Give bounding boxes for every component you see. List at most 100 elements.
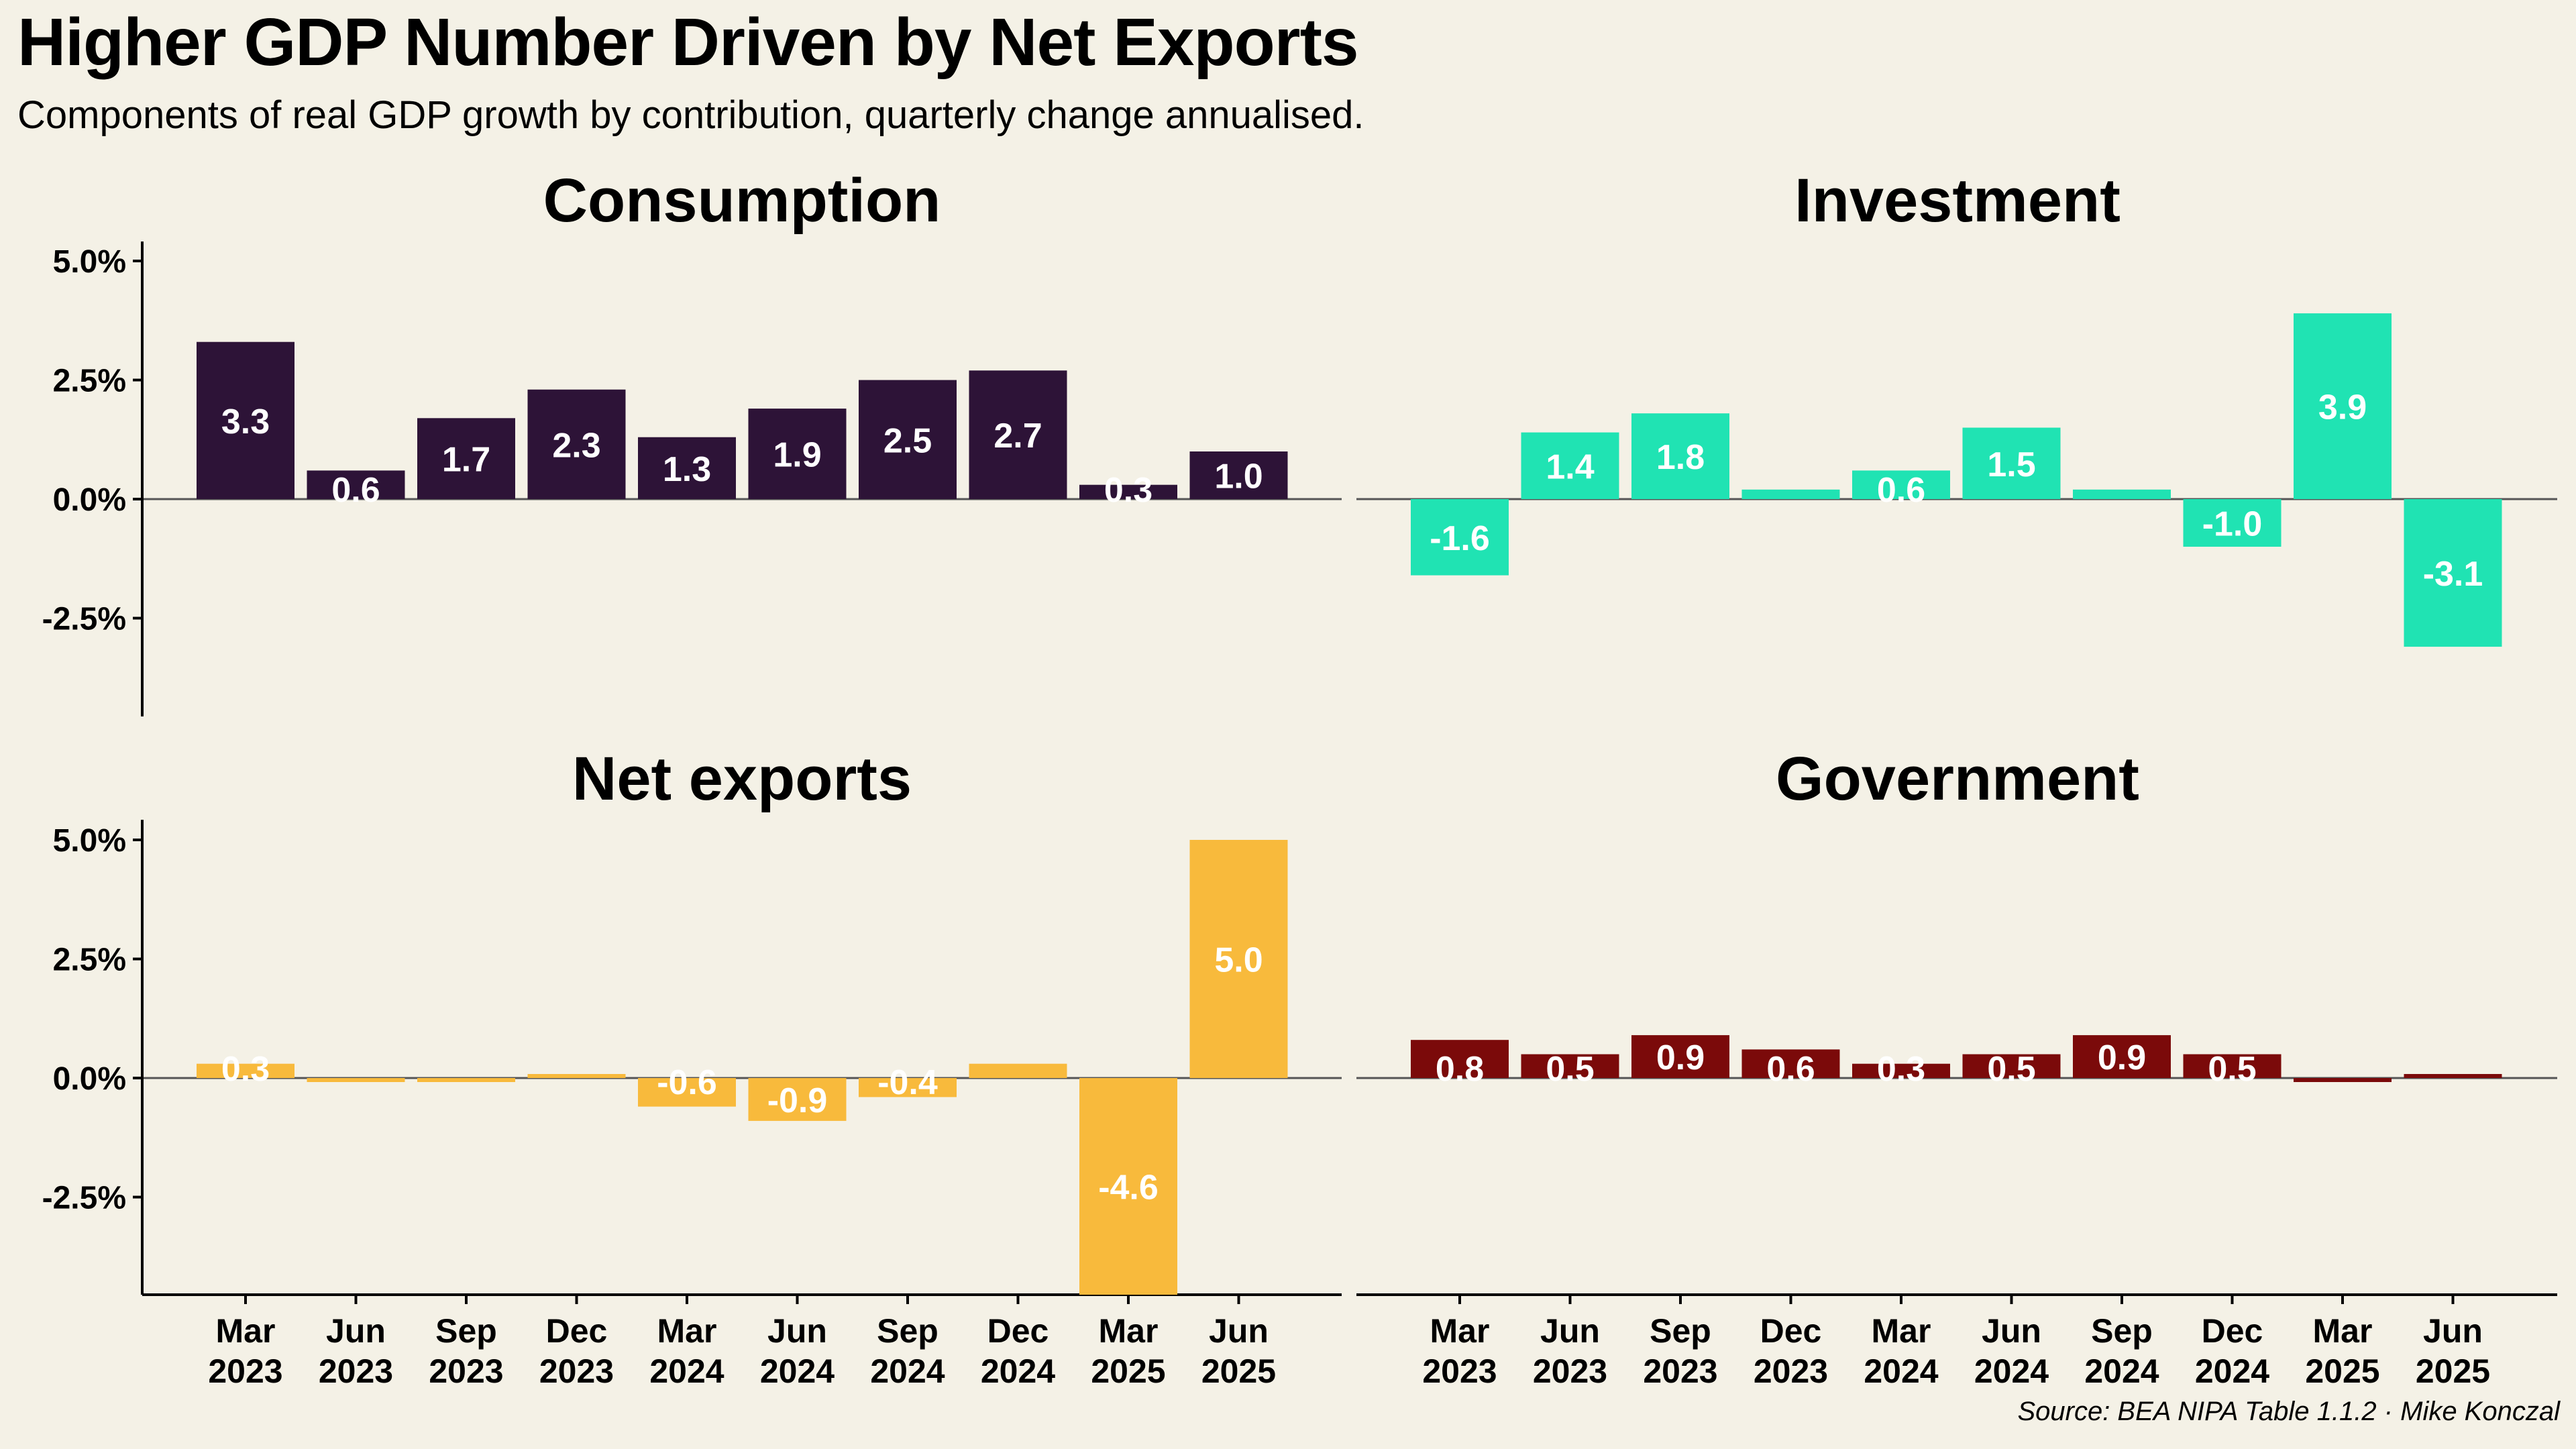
investment-bar-label: 0.6: [1877, 471, 1925, 510]
investment-bar-label: 3.9: [2318, 388, 2367, 427]
net-exports-xtick-year: 2023: [539, 1352, 614, 1390]
investment-bar: [1852, 470, 1950, 499]
investment-bar-label: -1.6: [1430, 519, 1490, 558]
government-xtick-year: 2024: [2084, 1352, 2159, 1390]
consumption-ytick-label: -2.5%: [42, 602, 126, 637]
net-exports-ytick-label: 5.0%: [53, 823, 126, 859]
government-bar: [2183, 1054, 2282, 1078]
consumption-bar-label: 1.3: [663, 450, 711, 489]
consumption-bar: [638, 437, 736, 499]
net-exports-xtick-year: 2023: [429, 1352, 503, 1390]
investment-bar: [1741, 489, 1840, 499]
net-exports-bar: [307, 1078, 405, 1082]
consumption-bar-label: 2.5: [883, 421, 932, 460]
net-exports-bar: [969, 1063, 1067, 1078]
net-exports-xtick-month: Jun: [326, 1312, 386, 1350]
consumption-bar-label: 2.7: [994, 417, 1042, 455]
government-xtick-month: Mar: [1872, 1312, 1931, 1350]
government-xtick-month: Dec: [2202, 1312, 2263, 1350]
consumption-bar: [197, 341, 294, 499]
government-bar-label: 0.6: [1766, 1050, 1815, 1089]
government-xtick-month: Jun: [2423, 1312, 2483, 1350]
consumption-bar-label: 1.9: [773, 436, 821, 475]
net-exports-bar: [1189, 840, 1288, 1078]
net-exports-ytick-label: 0.0%: [53, 1061, 126, 1097]
net-exports-xtick-month: Mar: [657, 1312, 717, 1350]
net-exports-xtick-month: Mar: [1099, 1312, 1159, 1350]
government-bar-label: 0.3: [1877, 1050, 1925, 1089]
net-exports-xtick-year: 2024: [870, 1352, 945, 1390]
government-xtick-month: Sep: [2091, 1312, 2153, 1350]
consumption-bar: [527, 389, 626, 499]
government-xtick-year: 2025: [2416, 1352, 2490, 1390]
net-exports-bar: [417, 1078, 515, 1082]
net-exports-bar-label: -0.4: [877, 1063, 938, 1102]
net-exports-xtick-month: Dec: [987, 1312, 1049, 1350]
government-bar: [1521, 1054, 1619, 1078]
investment-bar: [1411, 499, 1509, 576]
consumption-bar: [748, 409, 847, 499]
net-exports-xtick-year: 2024: [649, 1352, 724, 1390]
government-xtick-year: 2023: [1533, 1352, 1607, 1390]
investment-bar: [2294, 313, 2392, 499]
consumption-bar: [307, 470, 405, 499]
consumption-bar: [417, 418, 515, 499]
consumption-bar-label: 0.6: [331, 471, 380, 510]
investment-bar-label: 1.8: [1656, 438, 1705, 477]
consumption-bar: [859, 380, 957, 499]
consumption-bar: [969, 370, 1067, 499]
government-xtick-year: 2023: [1754, 1352, 1828, 1390]
consumption-ytick-label: 2.5%: [53, 364, 126, 399]
consumption-title: Consumption: [543, 166, 941, 235]
investment-bar: [1521, 432, 1619, 499]
government-bar: [1962, 1054, 2061, 1078]
net-exports-xtick-year: 2024: [981, 1352, 1055, 1390]
net-exports-xtick-month: Jun: [1209, 1312, 1269, 1350]
net-exports-bar: [1079, 1078, 1177, 1295]
net-exports-bar: [527, 1074, 626, 1078]
consumption-bar-label: 0.3: [1104, 471, 1152, 510]
net-exports-xtick-month: Mar: [216, 1312, 276, 1350]
government-bar-label: 0.5: [1546, 1050, 1594, 1089]
government-xtick-year: 2023: [1643, 1352, 1717, 1390]
government-bar: [2073, 1035, 2171, 1078]
page-title: Higher GDP Number Driven by Net Exports: [17, 5, 1358, 80]
net-exports-xtick-year: 2023: [319, 1352, 393, 1390]
government-xtick-month: Dec: [1760, 1312, 1822, 1350]
consumption-bar-label: 3.3: [221, 402, 270, 441]
net-exports-xtick-month: Sep: [435, 1312, 497, 1350]
consumption-bar-label: 1.0: [1214, 458, 1263, 496]
government-xtick-year: 2025: [2305, 1352, 2379, 1390]
government-xtick-month: Jun: [1982, 1312, 2041, 1350]
net-exports-title: Net exports: [572, 745, 912, 813]
government-bar: [1741, 1049, 1840, 1078]
net-exports-bar: [638, 1078, 736, 1107]
government-bar-label: 0.9: [1656, 1038, 1705, 1077]
net-exports-bar: [197, 1063, 294, 1078]
investment-bar: [1962, 427, 2061, 499]
government-bar: [1852, 1063, 1950, 1078]
consumption-ytick-label: 5.0%: [53, 244, 126, 280]
government-bar: [1411, 1040, 1509, 1078]
net-exports-xtick-year: 2025: [1091, 1352, 1165, 1390]
government-xtick-year: 2024: [2195, 1352, 2269, 1390]
net-exports-bar: [748, 1078, 847, 1121]
investment-title: Investment: [1794, 166, 2121, 235]
investment-bar: [2073, 489, 2171, 499]
net-exports-xtick-year: 2025: [1201, 1352, 1276, 1390]
government-title: Government: [1776, 745, 2139, 813]
source-note: Source: BEA NIPA Table 1.1.2 · Mike Konc…: [2017, 1397, 2560, 1426]
net-exports-bar-label: -0.9: [767, 1081, 828, 1120]
net-exports-bar-label: 0.3: [221, 1050, 270, 1089]
government-bar: [2294, 1078, 2392, 1082]
government-bar: [2404, 1074, 2502, 1078]
government-xtick-month: Jun: [1540, 1312, 1600, 1350]
net-exports-bar-label: -4.6: [1098, 1169, 1159, 1208]
consumption-bar-label: 1.7: [442, 441, 490, 480]
government-bar: [1631, 1035, 1729, 1078]
government-xtick-month: Mar: [2313, 1312, 2373, 1350]
net-exports-bar-label: 5.0: [1214, 941, 1263, 980]
net-exports-bar-label: -0.6: [657, 1063, 717, 1102]
consumption-bar-label: 2.3: [552, 426, 600, 465]
